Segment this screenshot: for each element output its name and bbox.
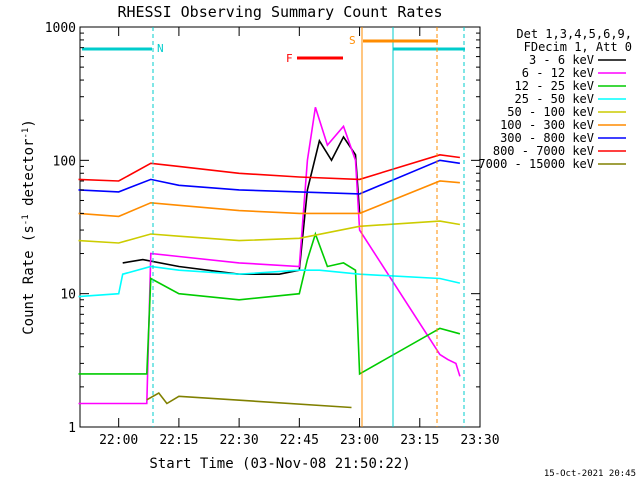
chart-title: RHESSI Observing Summary Count Rates: [117, 3, 442, 21]
legend-label: 7000 - 15000 keV: [478, 157, 594, 171]
legend-label: 25 - 50 keV: [515, 92, 594, 106]
plot-border: [79, 26, 481, 428]
legend-label: 12 - 25 keV: [515, 79, 594, 93]
x-tick-label: 23:15: [400, 433, 439, 448]
legend-label: 100 - 300 keV: [500, 118, 594, 132]
y-tick-label: 10: [60, 288, 76, 303]
x-tick-label: 22:45: [280, 433, 319, 448]
legend-label: 6 - 12 keV: [522, 66, 594, 80]
series-line-6: [78, 159, 461, 195]
series-line-4: [78, 220, 461, 244]
date-stamp: 15-Oct-2021 20:45: [544, 469, 636, 479]
y-tick-label: 100: [53, 154, 76, 169]
y-axis-label: Count Rate (s-1 detector-1): [21, 119, 37, 335]
flare-marker-label: F: [286, 52, 293, 65]
x-tick-label: 22:00: [99, 433, 138, 448]
x-tick-label: 22:30: [220, 433, 259, 448]
series-line-8: [146, 391, 352, 409]
x-tick-label: 22:15: [159, 433, 198, 448]
y-tick-label: 1: [68, 421, 76, 436]
legend-label: 3 - 6 keV: [529, 53, 594, 67]
x-tick-label: 23:30: [460, 433, 499, 448]
x-tick-label: 23:00: [340, 433, 379, 448]
y-tick-label: 1000: [45, 21, 76, 36]
saa-marker-label: S: [349, 34, 356, 47]
legend-header-line1: Det 1,3,4,5,6,9,: [516, 27, 632, 41]
legend-label: 50 - 100 keV: [507, 105, 594, 119]
legend-label: 800 - 7000 keV: [493, 144, 594, 158]
series-line-7: [78, 153, 461, 182]
series-line-0: [122, 135, 361, 276]
series-line-5: [78, 180, 460, 218]
x-axis-label: Start Time (03-Nov-08 21:50:22): [149, 456, 410, 472]
night-marker-label: N: [157, 42, 164, 55]
series-line-1: [78, 107, 461, 405]
plot-frame: [79, 26, 481, 428]
legend-header-line2: FDecim 1, Att 0: [524, 40, 632, 54]
legend-label: 300 - 800 keV: [500, 131, 594, 145]
series-line-3: [78, 265, 461, 298]
series-line-2: [78, 231, 461, 376]
